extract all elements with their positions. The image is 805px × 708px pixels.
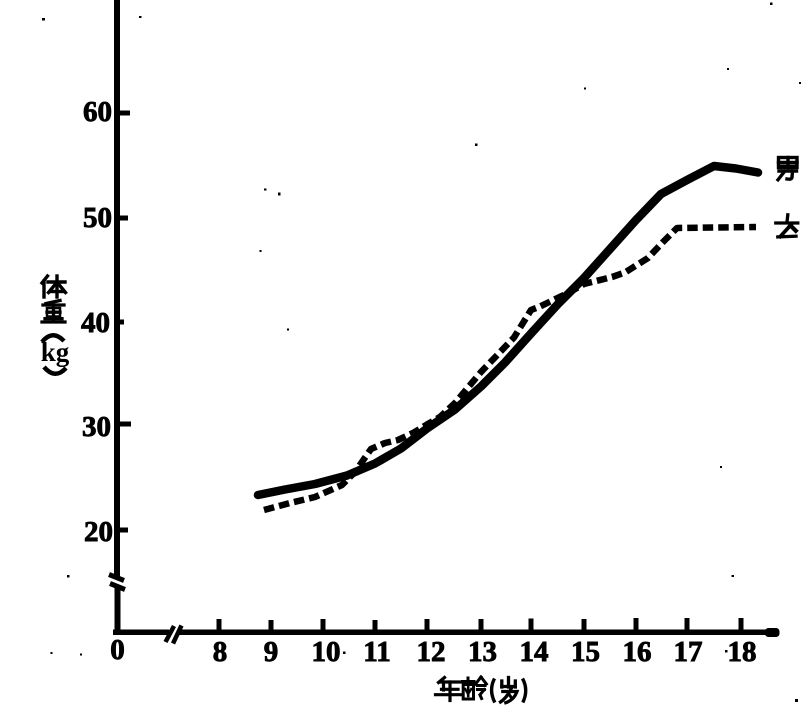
svg-text:12: 12 [417, 636, 446, 668]
svg-text:15: 15 [571, 636, 600, 668]
svg-text:16: 16 [623, 636, 652, 668]
svg-text:40: 40 [81, 307, 110, 339]
svg-text:60: 60 [83, 96, 112, 128]
svg-text:14: 14 [520, 636, 549, 668]
svg-text:kg: kg [41, 337, 70, 367]
svg-text:13: 13 [468, 636, 497, 668]
svg-text:10: 10 [312, 636, 341, 668]
svg-text:30: 30 [82, 411, 111, 443]
svg-text:8: 8 [213, 636, 228, 668]
svg-text:9: 9 [264, 636, 279, 668]
svg-text:18: 18 [728, 636, 757, 668]
svg-text:50: 50 [83, 202, 112, 234]
svg-text:0: 0 [110, 634, 125, 666]
svg-text:17: 17 [674, 636, 703, 668]
svg-text:11: 11 [363, 636, 390, 668]
svg-text:20: 20 [84, 516, 113, 548]
